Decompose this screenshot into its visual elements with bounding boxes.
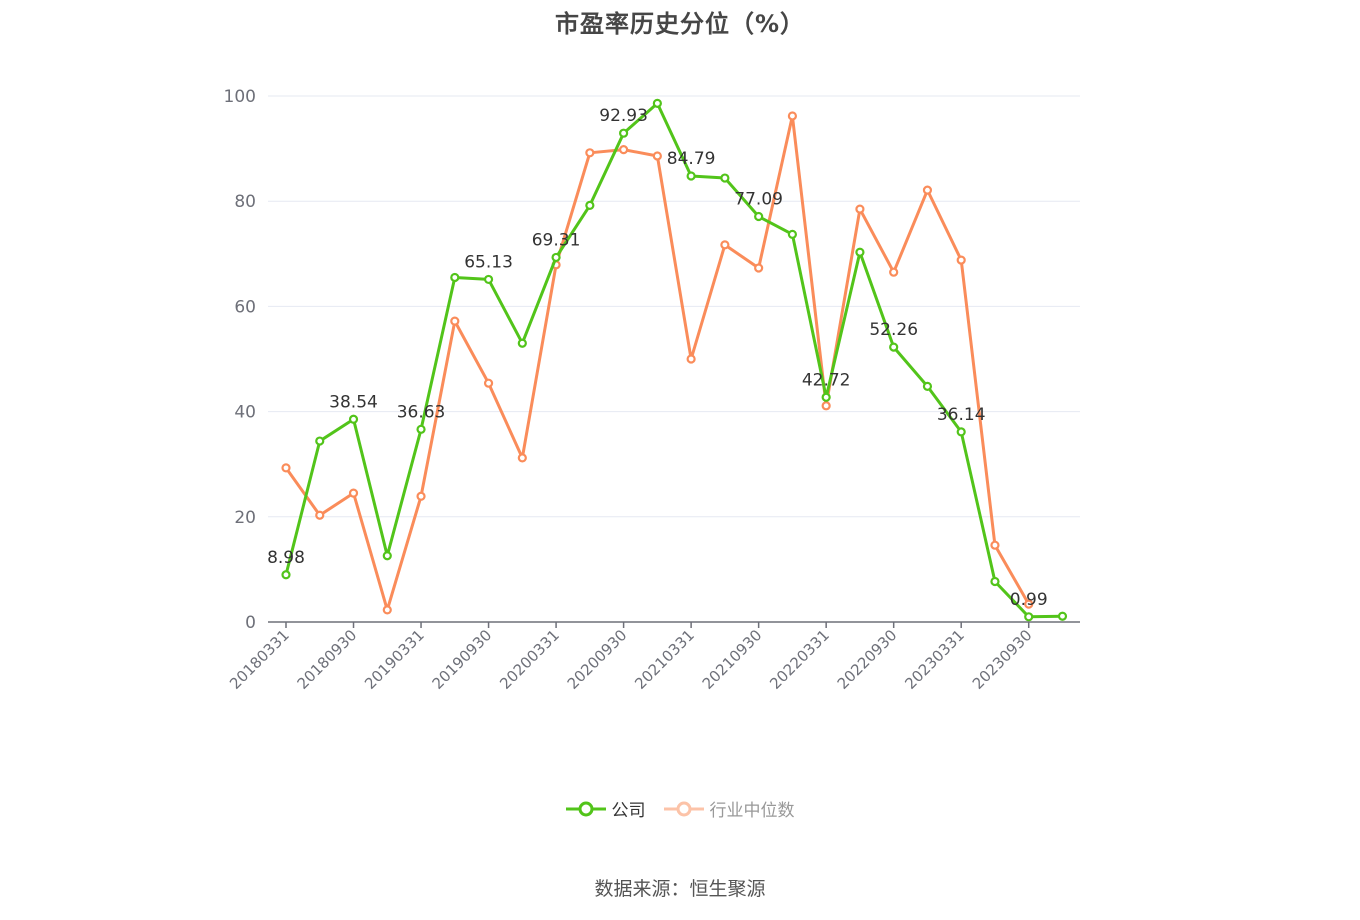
y-tick-label: 20 bbox=[234, 508, 256, 528]
data-point bbox=[585, 148, 595, 158]
data-point bbox=[889, 267, 899, 277]
data-label: 36.14 bbox=[937, 405, 986, 425]
data-point bbox=[517, 338, 527, 348]
data-label: 52.26 bbox=[869, 320, 918, 340]
series-industry-median[interactable] bbox=[281, 111, 1034, 615]
legend-item-company[interactable]: 公司 bbox=[565, 796, 646, 821]
data-point bbox=[618, 128, 629, 138]
data-point bbox=[821, 392, 831, 402]
data-point bbox=[855, 204, 865, 214]
data-point bbox=[416, 491, 426, 501]
data-label: 0.99 bbox=[1010, 590, 1048, 610]
data-point bbox=[720, 173, 730, 183]
data-point bbox=[1024, 612, 1034, 622]
data-point bbox=[483, 274, 494, 285]
data-label: 42.72 bbox=[802, 370, 851, 390]
legend-line-circle-icon bbox=[663, 801, 704, 816]
data-point bbox=[754, 263, 764, 273]
data-point bbox=[990, 540, 1000, 550]
data-point bbox=[652, 151, 662, 161]
data-label: 84.79 bbox=[667, 149, 716, 169]
y-tick-label: 60 bbox=[234, 297, 256, 317]
data-point bbox=[551, 252, 561, 263]
data-point bbox=[517, 453, 527, 463]
data-point bbox=[720, 240, 730, 250]
data-point bbox=[956, 255, 966, 265]
data-point bbox=[686, 171, 696, 181]
x-tick-label: 20230331 bbox=[901, 626, 968, 693]
x-tick-label: 20230930 bbox=[969, 626, 1036, 693]
data-point bbox=[416, 424, 426, 434]
data-point bbox=[281, 570, 291, 580]
data-source: 数据来源：恒生聚源 bbox=[594, 878, 766, 900]
series-line bbox=[284, 114, 1031, 612]
data-label: 38.54 bbox=[329, 392, 378, 412]
data-point bbox=[618, 145, 629, 155]
data-labels: 8.98 38.54 36.63 65.13 69.31 92.93 84.79 77.09 4… bbox=[267, 106, 1048, 610]
x-tick-label: 20220331 bbox=[766, 626, 833, 693]
data-point bbox=[821, 401, 831, 411]
series-line bbox=[284, 101, 1063, 619]
data-point bbox=[686, 354, 696, 364]
data-point bbox=[348, 414, 359, 424]
y-tick-label: 0 bbox=[245, 613, 256, 633]
legend-label: 行业中位数 bbox=[709, 801, 795, 821]
data-point bbox=[922, 185, 933, 195]
data-point bbox=[315, 510, 325, 520]
x-axis: 20180331 20180930 20190331 20190930 20200331… bbox=[226, 621, 1080, 693]
data-point bbox=[382, 605, 392, 615]
data-point bbox=[450, 316, 460, 326]
x-tick-label: 20180331 bbox=[226, 626, 293, 693]
data-label: 92.93 bbox=[599, 106, 648, 126]
x-tick-label: 20200331 bbox=[496, 626, 563, 693]
data-point bbox=[315, 436, 325, 446]
data-point bbox=[1024, 599, 1034, 609]
data-label: 8.98 bbox=[267, 548, 305, 568]
data-point bbox=[1057, 611, 1068, 621]
data-point bbox=[990, 576, 1000, 587]
data-point bbox=[855, 247, 865, 257]
legend-item-industry-median[interactable]: 行业中位数 bbox=[663, 796, 795, 821]
y-tick-label: 40 bbox=[234, 403, 256, 423]
x-tick-label: 20220930 bbox=[834, 626, 901, 693]
data-point bbox=[889, 342, 899, 352]
data-point bbox=[787, 111, 798, 121]
data-point bbox=[281, 463, 291, 473]
data-point bbox=[585, 200, 595, 211]
y-tick-label: 100 bbox=[224, 87, 256, 107]
x-tick-label: 20180930 bbox=[294, 626, 361, 693]
x-tick-label: 20200930 bbox=[564, 626, 631, 693]
legend-line-circle-icon bbox=[565, 801, 606, 816]
x-tick-label: 20210331 bbox=[631, 626, 698, 693]
data-label: 77.09 bbox=[734, 190, 783, 210]
data-point bbox=[348, 488, 359, 498]
data-label: 65.13 bbox=[464, 252, 513, 272]
series-company[interactable] bbox=[281, 98, 1068, 622]
data-point bbox=[450, 272, 460, 283]
legend-label: 公司 bbox=[611, 801, 646, 821]
data-point bbox=[754, 211, 764, 222]
x-tick-label: 20210930 bbox=[699, 626, 766, 693]
x-tick-label: 20190331 bbox=[361, 626, 428, 693]
x-tick-label: 20190930 bbox=[429, 626, 496, 693]
data-point bbox=[652, 98, 662, 108]
data-point bbox=[382, 551, 392, 561]
data-point bbox=[956, 427, 966, 437]
data-label: 36.63 bbox=[397, 402, 446, 422]
chart-title: 市盈率历史分位（%） bbox=[554, 10, 806, 38]
data-point bbox=[483, 378, 494, 388]
y-tick-label: 80 bbox=[234, 192, 256, 212]
data-point bbox=[922, 381, 933, 391]
data-label: 69.31 bbox=[532, 230, 581, 250]
data-point bbox=[787, 229, 798, 239]
legend: 公司 行业中位数 bbox=[0, 796, 1360, 821]
line-chart: 0 20 40 60 80 100 20180331 20180930 20190331 201… bbox=[224, 87, 1080, 693]
grid-lines bbox=[268, 95, 1080, 518]
y-axis-labels: 0 20 40 60 80 100 bbox=[224, 87, 256, 633]
